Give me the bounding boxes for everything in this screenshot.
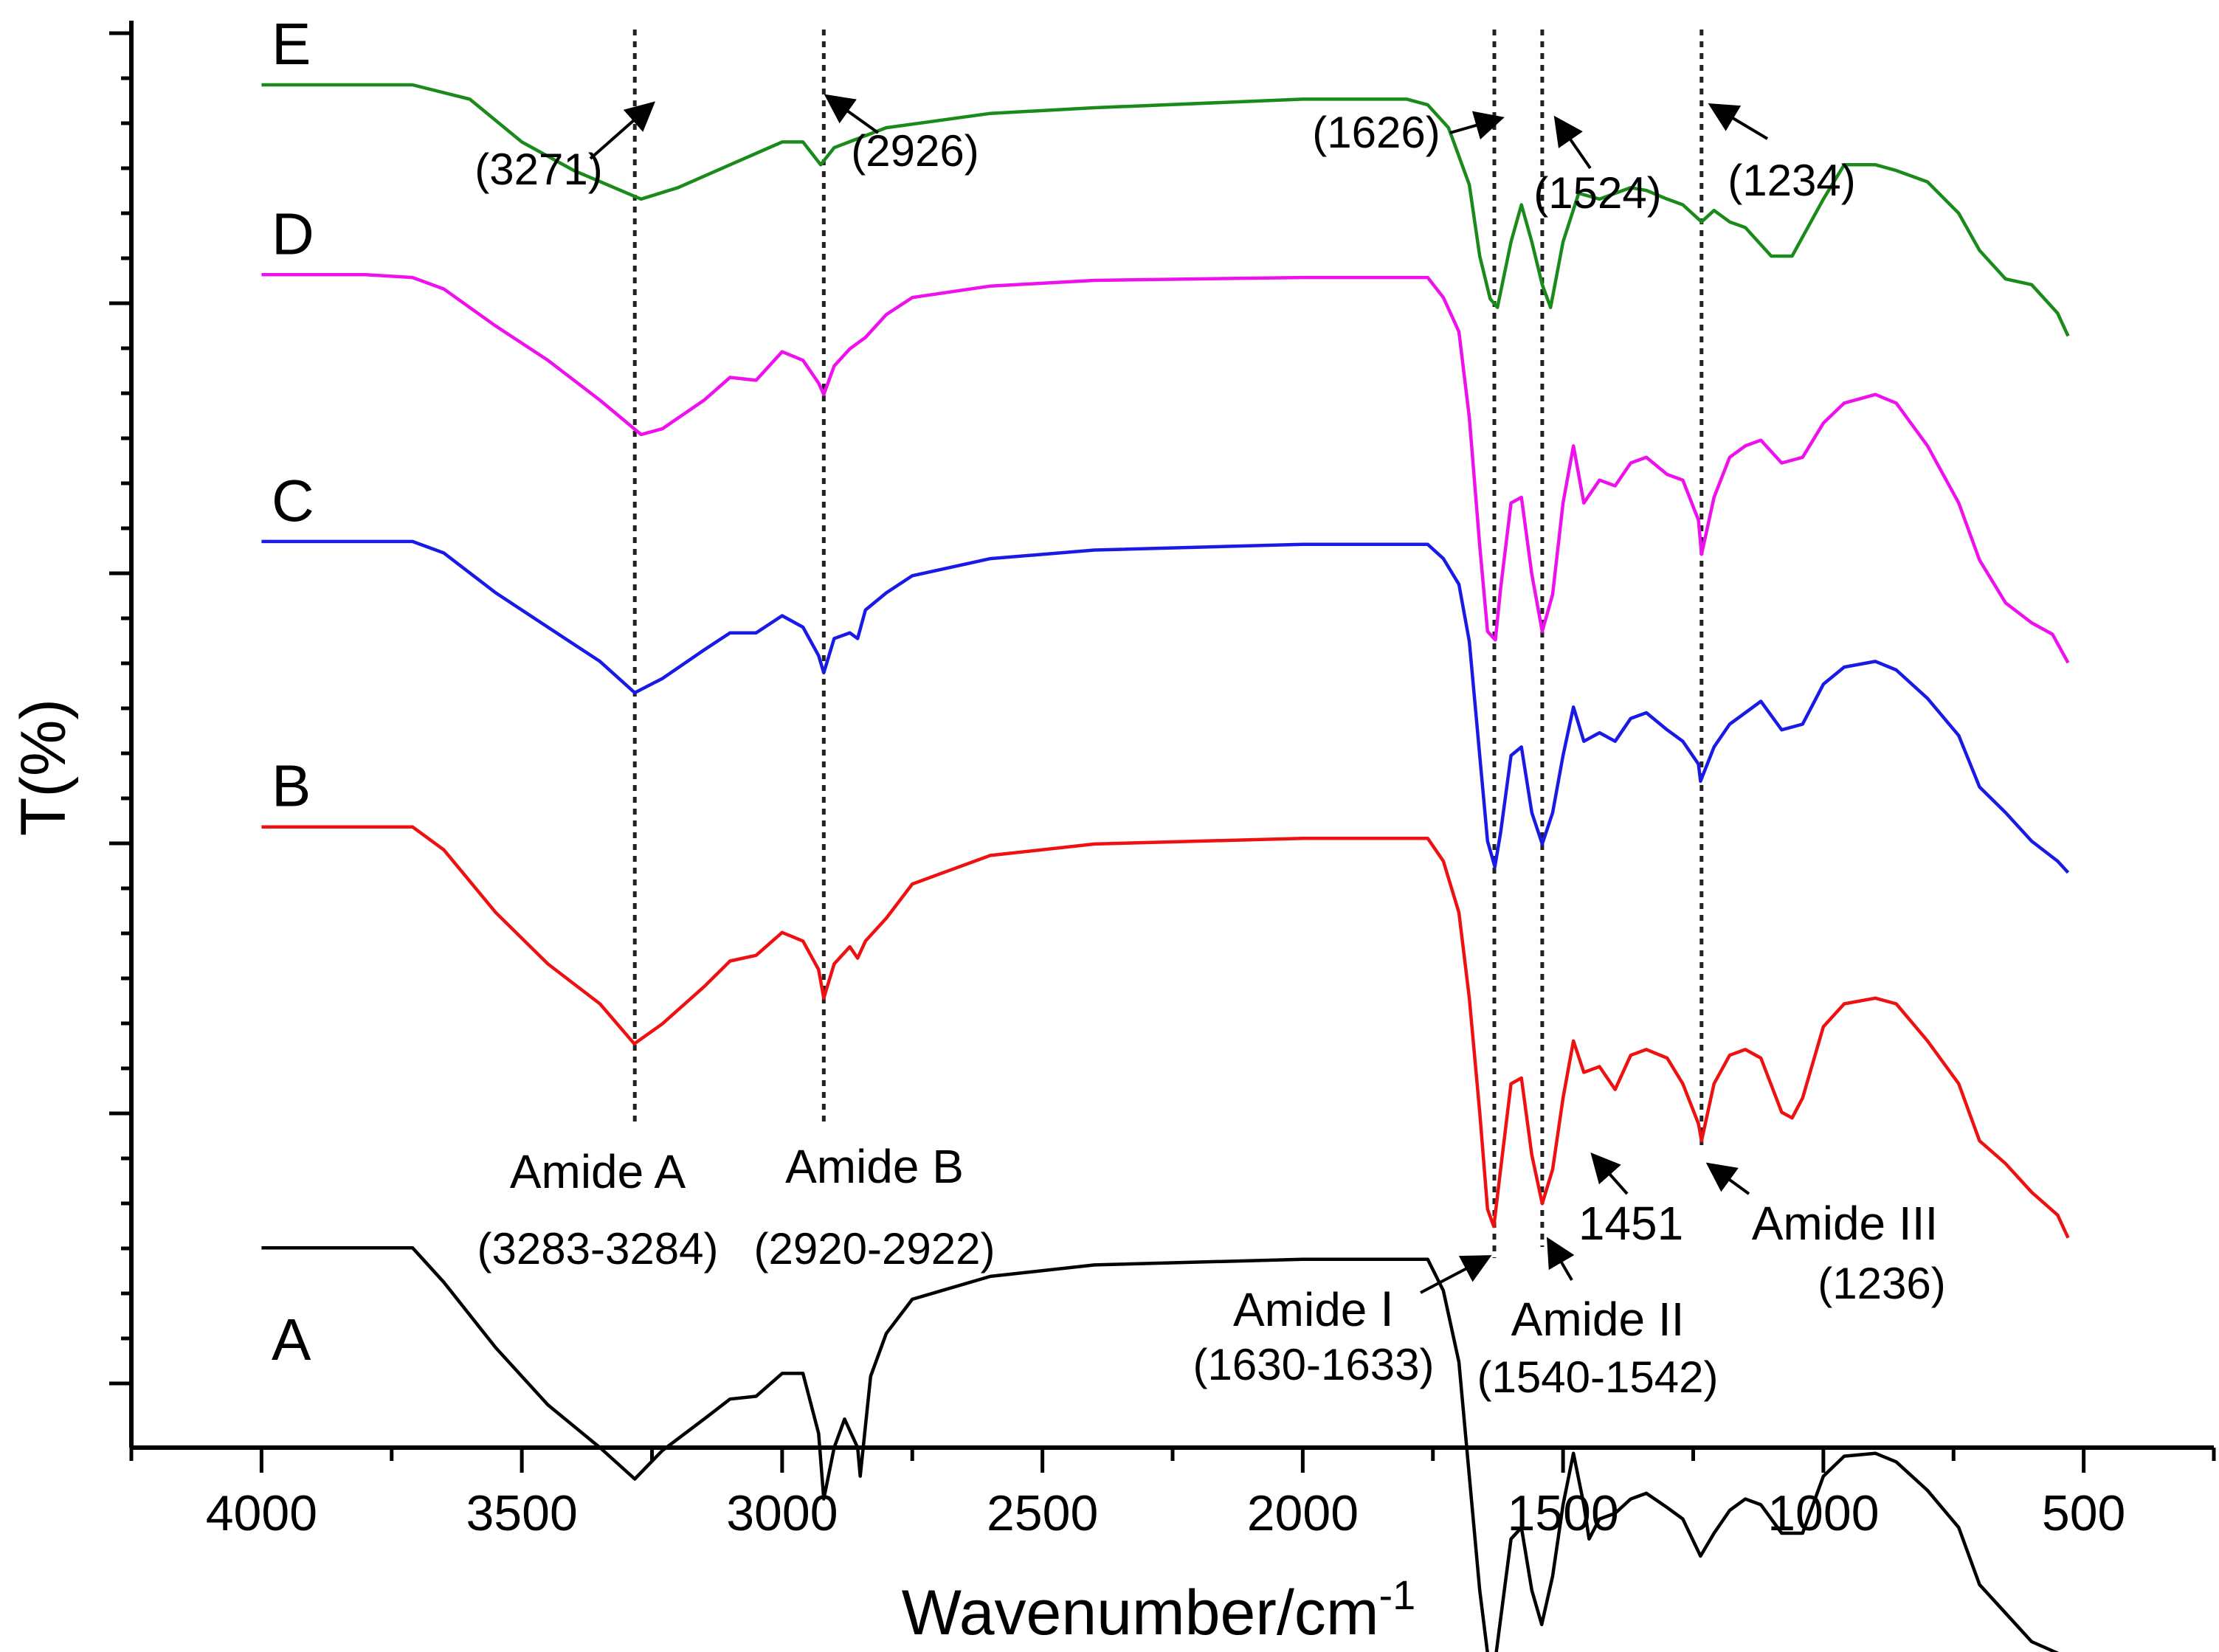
series-line-E xyxy=(261,83,2070,337)
x-tick-label: 3500 xyxy=(466,1485,577,1541)
annotation-e-1234-arrow xyxy=(1708,103,1769,140)
annotation-1451-label: 1451 xyxy=(1578,1197,1683,1250)
series-line-B xyxy=(261,825,2070,1239)
x-tick-label: 2000 xyxy=(1247,1485,1359,1541)
annotation-e-3271-arrow xyxy=(589,101,655,160)
series-label-C: C xyxy=(272,468,314,533)
y-axis-title: T(%) xyxy=(8,699,79,836)
x-axis-title-superscript: -1 xyxy=(1378,1572,1415,1618)
series-line-D xyxy=(261,273,2070,664)
annotation-amide-3-range: (1236) xyxy=(1818,1259,1945,1308)
series-label-D: D xyxy=(272,201,314,266)
annotation-amide-b-label: Amide B xyxy=(785,1140,964,1193)
series-label-B: B xyxy=(272,753,311,819)
annotation-e-1626-label: (1626) xyxy=(1312,108,1440,157)
annotation-amide-3-label: Amide III xyxy=(1752,1197,1939,1250)
annotation-e-2926-arrow xyxy=(824,94,880,134)
series-line-A xyxy=(261,1245,2059,1652)
annotation-amide-b-range: (2920-2922) xyxy=(754,1224,995,1273)
annotation-amide-2-label: Amide II xyxy=(1511,1293,1685,1346)
annotation-e-3271-label: (3271) xyxy=(474,145,602,194)
annotation-e-2926-label: (2926) xyxy=(851,126,979,176)
reference-lines xyxy=(632,30,1704,1258)
series-label-E: E xyxy=(272,11,311,77)
series-line-C xyxy=(261,539,2070,874)
annotation-amide-1-range: (1630-1633) xyxy=(1193,1340,1435,1389)
annotation-amide-a-label: Amide A xyxy=(510,1145,686,1198)
annotation-amide-1-arrow xyxy=(1420,1255,1492,1294)
annotation-amide-3-arrow xyxy=(1705,1162,1750,1195)
x-axis-title-text: Wavenumber/cm xyxy=(902,1577,1379,1648)
x-tick-label: 2500 xyxy=(987,1485,1098,1541)
series-group xyxy=(261,83,2070,1652)
annotation-e-1234-label: (1234) xyxy=(1728,156,1855,205)
annotation-e-1524-arrow xyxy=(1553,115,1592,170)
annotation-amide-2-arrow xyxy=(1546,1237,1575,1282)
x-tick-label: 500 xyxy=(2042,1485,2125,1541)
annotation-e-1626-arrow xyxy=(1449,111,1505,140)
annotation-e-1524-label: (1524) xyxy=(1533,168,1661,218)
annotation-amide-a-range: (3283-3284) xyxy=(477,1224,719,1273)
annotation-amide-2-range: (1540-1542) xyxy=(1477,1352,1719,1402)
annotation-1451-arrow xyxy=(1590,1152,1629,1195)
annotation-amide-1-label: Amide Ⅰ xyxy=(1233,1283,1394,1336)
series-labels: A B C D E xyxy=(272,11,314,1372)
series-label-A: A xyxy=(272,1307,311,1372)
y-axis-ticks xyxy=(109,31,131,1386)
x-tick-label: 3000 xyxy=(726,1485,838,1541)
x-axis-title: Wavenumber/cm-1 xyxy=(902,1572,1416,1648)
annotations: Amide A (3283-3284) Amide B (2920-2922) Amid… xyxy=(474,94,1946,1402)
x-axis-ticks xyxy=(129,1448,2216,1473)
x-tick-label: 4000 xyxy=(206,1485,317,1541)
x-axis-tick-labels: 4000 3500 3000 2500 2000 1500 1000 500 xyxy=(206,1485,2126,1541)
